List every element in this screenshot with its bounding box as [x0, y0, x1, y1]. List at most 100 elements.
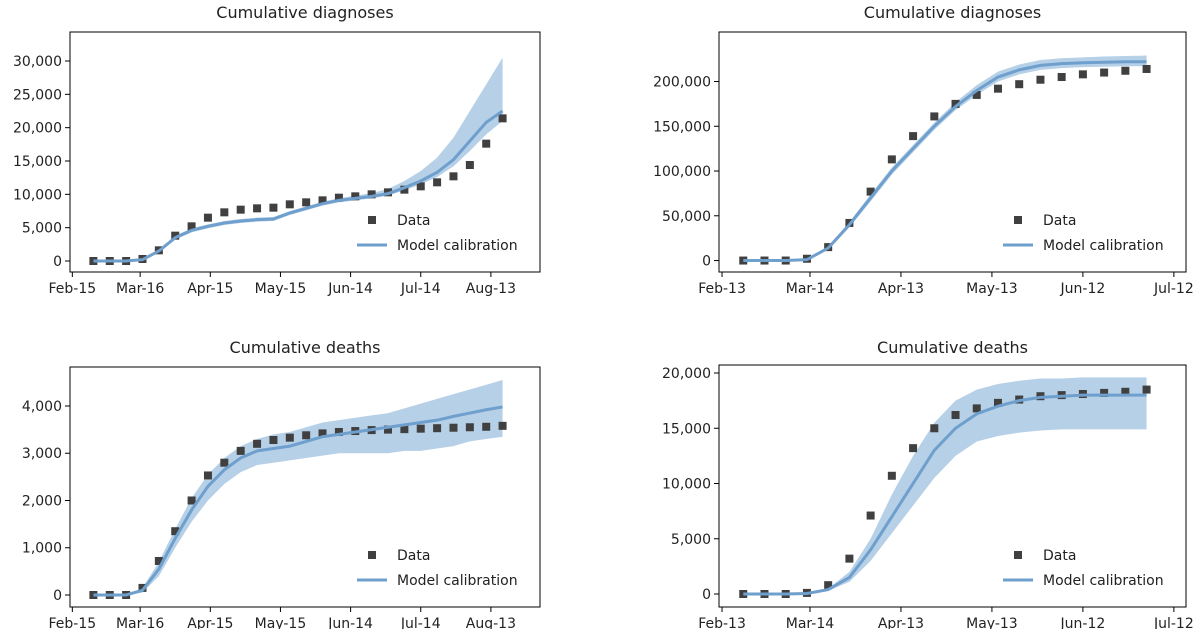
data-point	[866, 511, 875, 520]
x-tick-label: Jun-14	[327, 616, 373, 629]
model-line	[743, 60, 1147, 263]
data-point	[351, 192, 360, 201]
data-point	[909, 444, 918, 453]
data-point	[993, 398, 1002, 407]
data-point	[171, 527, 180, 536]
legend-label: Model calibration	[1043, 573, 1164, 589]
data-point	[824, 581, 833, 590]
data-point	[187, 496, 196, 505]
x-tick-label: May-15	[255, 616, 307, 629]
x-tick-label: Apr-15	[187, 281, 233, 297]
axes-frame	[718, 31, 1187, 273]
plot-area	[89, 57, 507, 265]
uncertainty-band	[93, 379, 503, 595]
uncertainty-band	[93, 57, 503, 261]
data-point	[465, 423, 474, 432]
data-point	[253, 439, 262, 448]
data-point	[1142, 64, 1151, 73]
chart-title: Cumulative deaths	[230, 338, 381, 357]
data-point	[187, 222, 196, 231]
y-tick-label: 0	[53, 254, 62, 270]
y-tick-label: 20,000	[13, 121, 62, 137]
data-point	[482, 139, 491, 148]
data-point	[498, 421, 507, 430]
data-point	[465, 161, 474, 169]
data-point	[220, 458, 229, 467]
data-point	[1100, 68, 1109, 77]
legend-marker	[368, 216, 376, 224]
y-tick-label: 20,000	[662, 366, 711, 382]
data-point	[972, 404, 981, 413]
uncertainty-band	[743, 55, 1147, 261]
y-tick-label: 5,000	[22, 221, 62, 237]
data-point	[416, 182, 425, 191]
x-tick-label: Jun-12	[1060, 616, 1106, 629]
data-point	[930, 424, 939, 433]
data-point	[384, 425, 393, 434]
x-tick-label: Mar-16	[116, 281, 164, 297]
data-point	[253, 204, 262, 213]
data-point	[1078, 70, 1087, 79]
plot-area	[89, 379, 507, 599]
x-tick-label: Feb-13	[698, 616, 746, 629]
y-tick-label: 5,000	[671, 532, 711, 548]
data-point	[416, 424, 425, 433]
y-tick-label: 0	[702, 587, 711, 603]
data-point	[318, 196, 327, 205]
data-point	[367, 190, 376, 199]
x-tick-label: Mar-14	[786, 281, 834, 297]
data-point	[498, 114, 507, 123]
y-tick-label: 200,000	[653, 75, 711, 91]
legend-label: Model calibration	[397, 573, 518, 589]
legend-label: Data	[1043, 548, 1076, 564]
axes-frame	[69, 31, 541, 273]
data-point	[1015, 80, 1024, 89]
x-tick-label: May-13	[966, 281, 1018, 297]
x-tick-label: May-15	[255, 281, 307, 297]
x-tick-label: Jun-12	[1060, 281, 1106, 297]
data-point	[334, 427, 343, 436]
y-tick-label: 100,000	[653, 164, 711, 180]
data-point	[449, 172, 458, 181]
data-point	[449, 423, 458, 432]
data-point	[236, 205, 245, 214]
data-point	[171, 231, 180, 240]
data-point	[1121, 387, 1130, 396]
data-point	[302, 198, 311, 207]
uncertainty-band	[743, 377, 1147, 595]
data-point	[1142, 385, 1151, 394]
data-point	[1057, 73, 1066, 82]
chart-title: Cumulative deaths	[877, 338, 1028, 357]
data-point	[866, 187, 875, 196]
data-point	[400, 425, 409, 434]
data-point	[400, 185, 409, 194]
y-tick-label: 3,000	[22, 446, 62, 462]
data-point	[318, 429, 327, 438]
y-tick-label: 25,000	[13, 87, 62, 103]
x-tick-label: Jul-14	[400, 616, 441, 629]
x-tick-label: Jun-14	[327, 281, 373, 297]
data-point	[930, 112, 939, 121]
x-tick-label: Jul-12	[1153, 281, 1194, 297]
data-point	[482, 422, 491, 431]
data-point	[302, 431, 311, 440]
data-point	[1100, 388, 1109, 397]
x-tick-label: Mar-14	[786, 616, 834, 629]
data-point	[220, 208, 229, 217]
legend-marker	[1014, 551, 1022, 559]
plot-area	[739, 377, 1151, 599]
x-tick-label: Feb-15	[49, 281, 97, 297]
axes-frame	[69, 366, 541, 608]
x-tick-label: Jul-14	[400, 281, 441, 297]
y-tick-label: 30,000	[13, 54, 62, 70]
data-point	[433, 178, 442, 187]
data-point	[334, 193, 343, 202]
y-tick-label: 0	[53, 588, 62, 604]
legend-label: Data	[1043, 213, 1076, 229]
x-tick-label: Apr-15	[187, 616, 233, 629]
legend-marker	[1014, 216, 1022, 224]
chart-title: Cumulative diagnoses	[864, 3, 1041, 22]
model-line	[93, 109, 504, 263]
legend-marker	[368, 551, 376, 559]
